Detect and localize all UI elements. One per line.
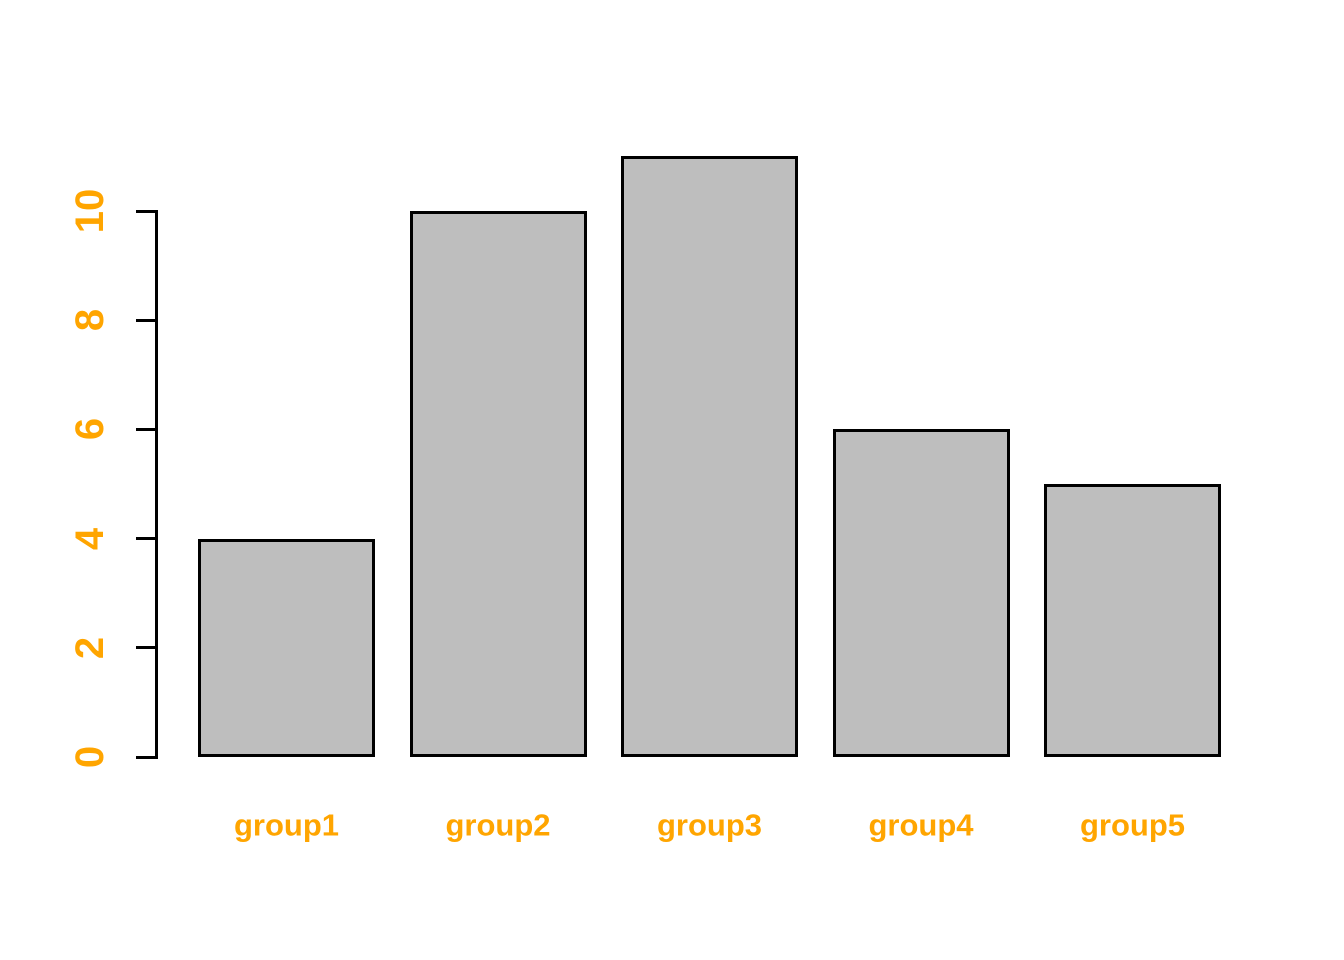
y-tick-label: 4 bbox=[68, 527, 112, 550]
bar-group3 bbox=[621, 156, 798, 757]
category-label-group1: group1 bbox=[233, 807, 340, 843]
bar-group1 bbox=[198, 538, 375, 757]
y-tick-mark bbox=[136, 646, 155, 650]
bar-group5 bbox=[1044, 484, 1221, 757]
category-label-group5: group5 bbox=[1079, 807, 1186, 843]
y-tick-label: 10 bbox=[68, 188, 112, 234]
bar-group4 bbox=[832, 429, 1010, 757]
y-tick-mark bbox=[136, 209, 155, 213]
y-tick-label: 0 bbox=[68, 745, 112, 769]
y-tick-mark bbox=[136, 427, 155, 431]
y-tick-mark bbox=[136, 537, 155, 541]
category-label-group2: group2 bbox=[445, 807, 551, 843]
bar-group2 bbox=[409, 211, 587, 757]
y-tick-mark bbox=[136, 318, 155, 322]
y-tick-label: 2 bbox=[68, 636, 112, 659]
y-tick-label: 8 bbox=[68, 309, 112, 332]
category-label-group4: group4 bbox=[868, 807, 974, 843]
y-tick-mark bbox=[136, 755, 155, 759]
category-label-group3: group3 bbox=[656, 807, 763, 843]
y-tick-label: 6 bbox=[68, 418, 112, 441]
y-axis-line bbox=[155, 209, 158, 759]
